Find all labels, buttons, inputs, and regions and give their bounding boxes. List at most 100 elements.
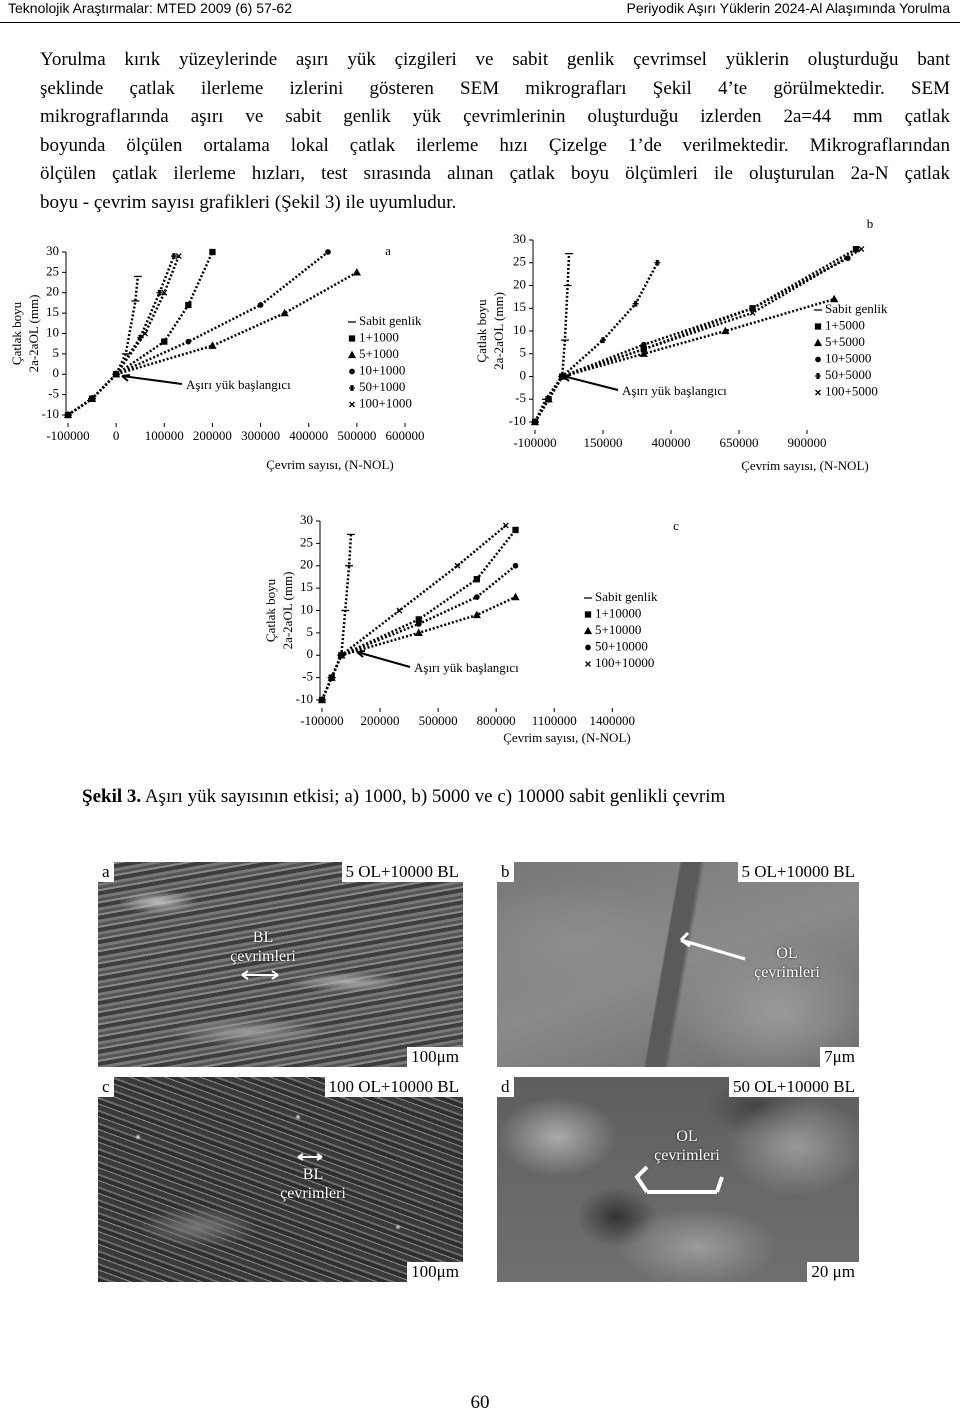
data-point [170,253,177,260]
arrow [634,1165,724,1194]
panel-letter: b [867,216,874,231]
legend-marker [349,368,355,375]
y-tick-label: 30 [300,512,313,527]
data-point [511,592,520,601]
y-tick-label: 10 [46,324,59,339]
y-tick-label: 0 [53,365,60,380]
panel-letter: a [98,862,114,882]
y-tick-label: 15 [46,304,59,319]
y-tick-label: 20 [46,284,59,299]
series-line [533,253,571,423]
y-tick-label: 10 [513,322,526,337]
data-point [209,248,216,256]
annotation-arrow [121,374,183,385]
micrograph-label: 50 OL+10000 BL [729,1077,859,1097]
caption-label: Şekil 3. [82,786,142,807]
legend-marker [348,335,356,342]
annotation-arrow [562,374,619,391]
arrow [679,931,746,961]
x-tick-label: 150000 [584,435,623,450]
x-tick-label: 600000 [386,428,425,443]
x-tick-label: 300000 [241,428,280,443]
series-line [533,257,849,423]
legend-marker [584,611,592,618]
y-axis-label: Çatlak boyu [9,301,24,365]
data-point [208,341,217,349]
data-point [473,576,480,583]
y-tick-label: 0 [520,367,527,382]
data-point [632,300,639,307]
legend-marker [813,338,823,347]
x-tick-label: -100000 [300,713,343,728]
series-line [533,248,863,423]
data-point [137,334,144,341]
data-point [749,309,756,316]
annotation-line: çevrimleri [280,1185,346,1202]
annotation: Aşırı yük başlangıcı [414,660,519,675]
data-point [600,337,606,344]
legend-marker [815,389,821,396]
data-point [185,338,192,345]
data-point [852,245,860,253]
y-tick-label: 30 [46,243,59,258]
data-point [319,697,325,703]
x-tick-label: 1400000 [590,713,636,728]
x-tick-label: 200000 [361,713,400,728]
x-tick-label: 500000 [337,428,376,443]
y-tick-label: 5 [307,624,314,639]
data-point [473,594,480,600]
legend-marker [349,385,355,391]
series-line [533,262,659,423]
annotation: Aşırı yük başlangıcı [186,377,291,392]
micrograph: c 100 OL+10000 BL 100μm BL çevrimleri [98,1077,463,1282]
legend-label: 100+5000 [825,383,878,398]
text-line: boyu - çevrim sayısı grafikleri (Şekil 3… [40,191,457,213]
legend-label: 10+5000 [825,350,871,365]
data-point [640,341,647,348]
data-point [512,526,519,534]
header-right: Periyodik Aşırı Yüklerin 2024-Al Alaşımı… [626,0,950,16]
y-axis-label: Çatlak boyu [474,299,489,363]
legend-label: 10+1000 [359,362,405,377]
scale-bar: 100μm [407,1262,463,1282]
arrow [297,1153,323,1161]
data-point [280,308,289,317]
data-point [830,294,839,303]
data-point [142,330,148,337]
data-point [639,349,648,357]
y-axis-label: Çatlak boyu [263,578,278,642]
paragraph: Yorulma kırık yüzeylerinde aşırı yük çiz… [40,46,950,218]
micrograph: b 5 OL+10000 BL 7μm OL çevrimleri [497,862,859,1067]
legend-label: 100+1000 [359,395,412,410]
data-point [415,621,422,627]
annotation-line: BL [302,1166,324,1183]
legend-marker [815,356,821,363]
data-point [721,326,730,335]
y-tick-label: -10 [296,691,313,706]
y-tick-label: 15 [513,299,526,314]
data-point [532,419,538,425]
x-tick-label: 1100000 [532,713,577,728]
micrograph-label: 5 OL+10000 BL [341,862,463,882]
panel-letter: c [98,1077,114,1097]
panel-letter: b [497,862,514,882]
y-tick-label: -5 [48,386,59,401]
x-tick-label: -100000 [513,435,556,450]
x-tick-label: 900000 [788,435,827,450]
data-point [396,607,403,614]
y-tick-label: 5 [53,345,60,360]
y-tick-label: -5 [515,390,526,405]
data-point [113,371,120,378]
y-tick-label: 25 [300,534,313,549]
text-line: şeklinde çatlak ilerleme izlerini göster… [40,77,950,99]
arrow [241,970,279,980]
text-line: Yorulma kırık yüzeylerinde aşırı yük çiz… [40,49,950,70]
y-tick-label: -5 [302,669,313,684]
y-axis-label: 2a-2aOL (mm) [491,292,506,370]
x-axis-label: Çevrim sayısı, (N-NOL) [741,458,868,473]
legend-label: Sabit genlik [595,589,658,604]
caption-text: Aşırı yük sayısının etkisi; a) 1000, b) … [144,786,726,807]
legend-label: 1+10000 [595,605,641,620]
